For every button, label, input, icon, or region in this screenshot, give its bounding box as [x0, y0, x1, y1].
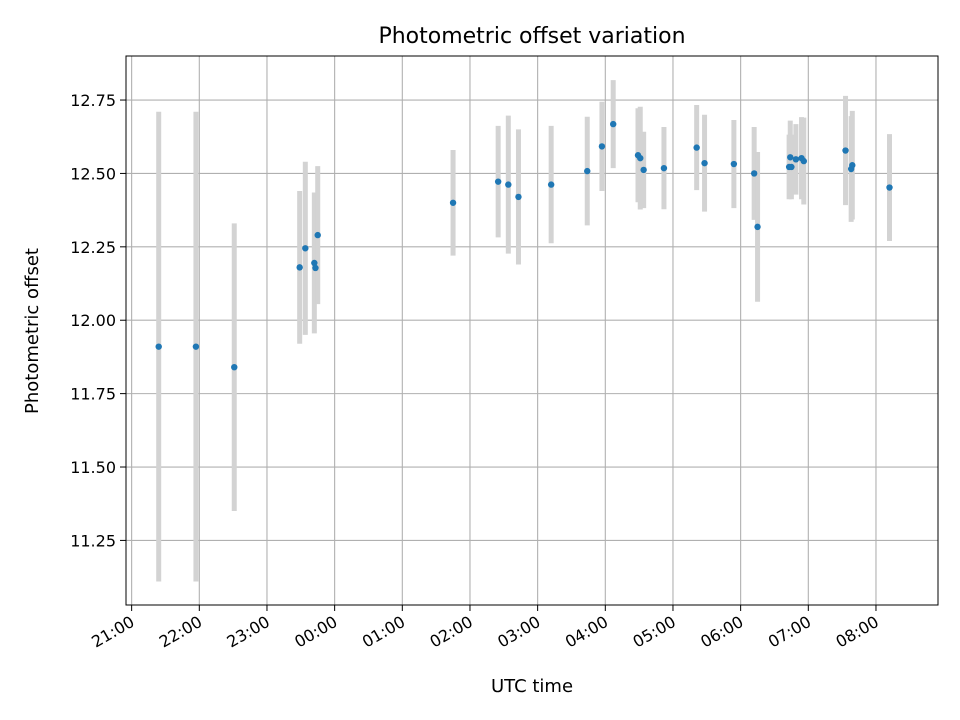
data-point: [547, 181, 555, 188]
y-tick-label: 11.75: [70, 385, 116, 404]
data-point: [754, 223, 761, 231]
data-point: [505, 181, 512, 188]
data-point: [730, 160, 738, 168]
data-point: [610, 120, 617, 128]
y-tick-label: 12.50: [70, 164, 116, 183]
data-point: [296, 264, 303, 271]
data-point: [449, 199, 457, 206]
y-axis-label: Photometric offset: [22, 248, 43, 414]
y-tick-label: 12.00: [70, 311, 116, 330]
data-point: [515, 193, 522, 201]
data-point: [660, 164, 668, 172]
data-point: [849, 162, 856, 169]
data-point: [701, 159, 708, 167]
data-point: [800, 157, 807, 165]
y-axis: 11.25 11.50 11.75 12.00 12.25 12.50 12.75: [70, 91, 126, 550]
data-point: [192, 343, 200, 350]
grid: [126, 56, 938, 605]
x-axis-label: UTC time: [491, 676, 573, 697]
chart-title: Photometric offset variation: [378, 24, 685, 49]
data-point: [886, 184, 893, 191]
y-tick-label: 12.25: [70, 238, 116, 257]
y-tick-label: 11.50: [70, 458, 116, 477]
data-point: [314, 231, 321, 239]
data-point: [788, 163, 795, 171]
data-point: [750, 170, 758, 177]
data-point: [842, 147, 849, 154]
data-point: [787, 154, 794, 161]
data-point: [302, 245, 309, 252]
data-point: [598, 143, 606, 150]
data-points: [155, 120, 893, 371]
data-point: [792, 156, 800, 163]
data-point: [494, 178, 502, 185]
data-point: [311, 259, 318, 267]
data-point: [693, 144, 700, 151]
data-point: [231, 363, 238, 371]
data-point: [584, 167, 591, 175]
data-point: [155, 343, 162, 350]
data-point: [640, 166, 647, 174]
plot-area-frame: [125, 55, 939, 606]
data-point: [312, 264, 319, 272]
y-tick-label: 11.25: [70, 531, 116, 550]
data-point: [637, 154, 644, 162]
y-tick-label: 12.75: [70, 91, 116, 110]
